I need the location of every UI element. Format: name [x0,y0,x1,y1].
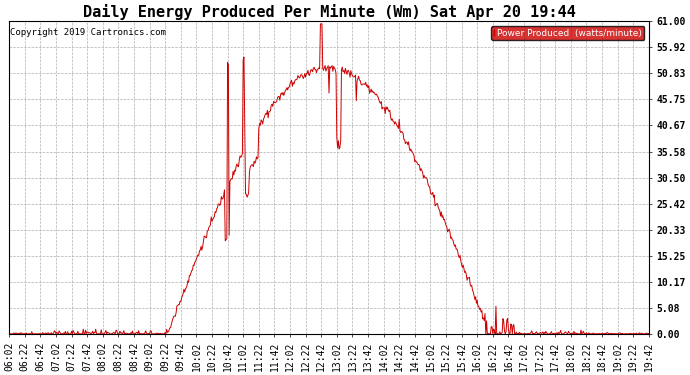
Legend: Power Produced  (watts/minute): Power Produced (watts/minute) [491,26,644,40]
Text: Copyright 2019 Cartronics.com: Copyright 2019 Cartronics.com [10,28,166,37]
Title: Daily Energy Produced Per Minute (Wm) Sat Apr 20 19:44: Daily Energy Produced Per Minute (Wm) Sa… [83,4,575,20]
